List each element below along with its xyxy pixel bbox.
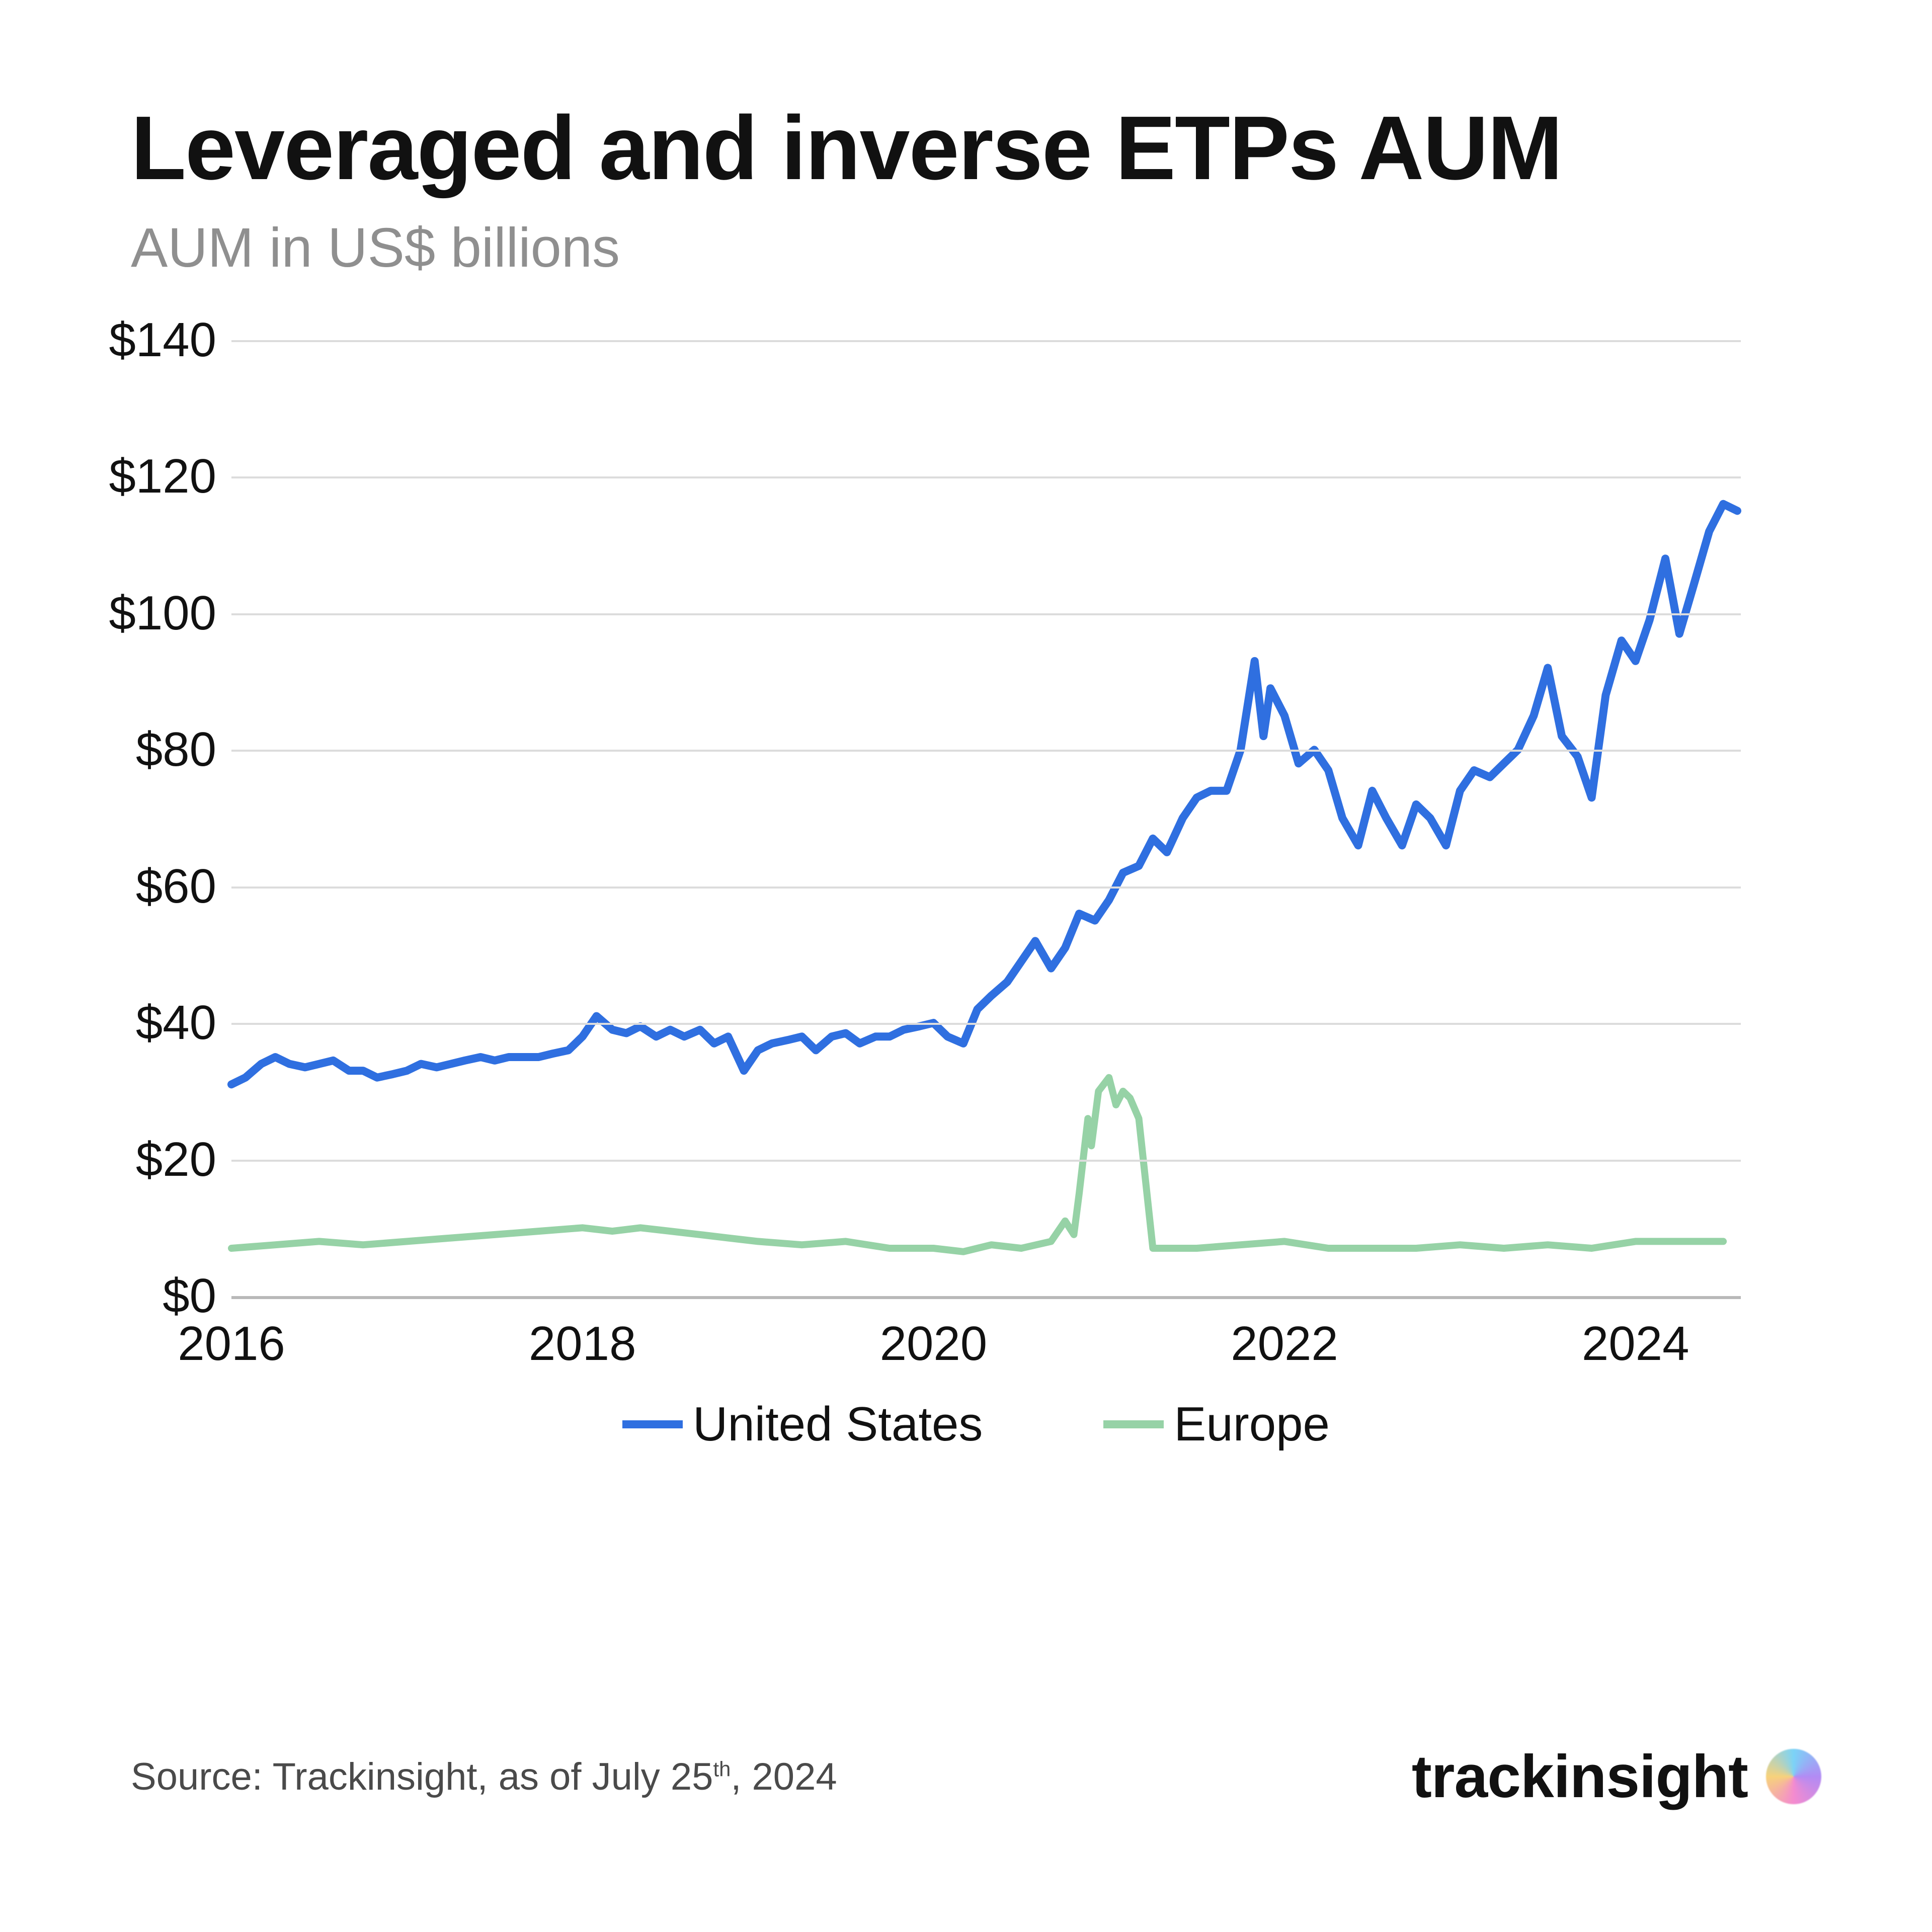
source-text-super: th [713,1757,731,1781]
y-axis-tick-label: $100 [109,586,231,641]
x-axis-tick-label: 2024 [1582,1296,1689,1372]
x-axis-tick-label: 2018 [529,1296,636,1372]
x-axis-tick-label: 2016 [178,1296,285,1372]
x-axis-tick-label: 2022 [1231,1296,1338,1372]
source-text-suffix: , 2024 [731,1755,837,1798]
x-axis-tick-label: 2020 [880,1296,988,1372]
gridline [231,1160,1741,1162]
source-text-prefix: Source: Trackinsight, as of July 25 [131,1755,713,1798]
footer: Source: Trackinsight, as of July 25th, 2… [131,1742,1821,1811]
chart-subtitle: AUM in US$ billions [131,216,1821,280]
gridline [231,750,1741,752]
gridline [231,1023,1741,1025]
gridline [231,476,1741,478]
line-layer [231,340,1741,1296]
y-axis-tick-label: $40 [136,995,231,1051]
source-attribution: Source: Trackinsight, as of July 25th, 2… [131,1755,837,1799]
series-line-eu [231,1078,1723,1252]
brand: trackinsight [1412,1742,1821,1811]
legend-label: United States [693,1397,983,1452]
chart-card: Leveraged and inverse ETPs AUM AUM in US… [0,0,1932,1932]
gridline [231,887,1741,889]
legend-label: Europe [1174,1397,1330,1452]
legend-item-eu: Europe [1103,1397,1330,1452]
legend-item-us: United States [622,1397,983,1452]
legend-swatch [622,1420,683,1428]
chart-area: $0$20$40$60$80$100$120$14020162018202020… [131,340,1821,1296]
legend: United States Europe [131,1397,1821,1452]
y-axis-tick-label: $60 [136,859,231,914]
legend-swatch [1103,1420,1164,1428]
gridline [231,340,1741,342]
plot-area: $0$20$40$60$80$100$120$14020162018202020… [231,340,1741,1296]
y-axis-tick-label: $120 [109,449,231,504]
brand-logo-icon [1766,1749,1821,1804]
series-line-us [231,504,1737,1085]
y-axis-tick-label: $20 [136,1132,231,1187]
chart-title: Leveraged and inverse ETPs AUM [131,101,1821,196]
y-axis-tick-label: $80 [136,722,231,777]
y-axis-tick-label: $140 [109,312,231,368]
brand-name: trackinsight [1412,1742,1748,1811]
gridline [231,613,1741,615]
